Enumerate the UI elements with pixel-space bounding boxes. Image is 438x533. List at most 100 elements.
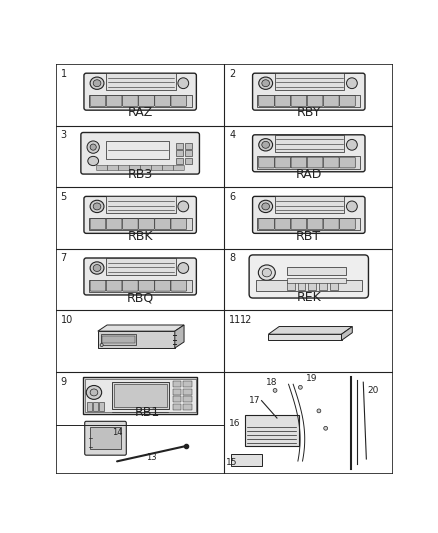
Ellipse shape xyxy=(262,141,269,148)
Bar xyxy=(287,278,346,282)
Text: 19: 19 xyxy=(307,374,318,383)
FancyBboxPatch shape xyxy=(249,255,368,298)
Text: 6: 6 xyxy=(229,192,235,202)
Bar xyxy=(298,282,305,289)
Bar xyxy=(173,396,181,402)
Text: REK: REK xyxy=(297,291,321,304)
Bar xyxy=(87,402,92,411)
FancyBboxPatch shape xyxy=(259,219,274,230)
Text: 11: 11 xyxy=(229,315,241,325)
FancyBboxPatch shape xyxy=(173,165,184,171)
Text: 2: 2 xyxy=(229,69,235,78)
FancyBboxPatch shape xyxy=(84,258,196,295)
FancyBboxPatch shape xyxy=(253,135,365,172)
Ellipse shape xyxy=(90,200,104,213)
Text: 5: 5 xyxy=(60,192,67,202)
Text: 10: 10 xyxy=(60,315,73,325)
Ellipse shape xyxy=(262,203,269,210)
FancyBboxPatch shape xyxy=(84,196,196,233)
Text: 14: 14 xyxy=(112,427,122,437)
FancyBboxPatch shape xyxy=(259,157,274,168)
Bar xyxy=(106,141,170,159)
Bar xyxy=(113,382,169,409)
Bar xyxy=(275,196,344,213)
FancyBboxPatch shape xyxy=(307,95,323,106)
Text: RAD: RAD xyxy=(296,168,322,181)
Text: RBQ: RBQ xyxy=(127,291,154,304)
Bar xyxy=(275,135,344,152)
Bar xyxy=(275,73,344,90)
Text: RBT: RBT xyxy=(296,230,321,243)
Text: RBK: RBK xyxy=(127,230,153,243)
Ellipse shape xyxy=(178,263,189,273)
Text: 8: 8 xyxy=(229,253,235,263)
FancyBboxPatch shape xyxy=(84,73,196,110)
Polygon shape xyxy=(268,334,342,341)
FancyBboxPatch shape xyxy=(155,280,170,291)
Ellipse shape xyxy=(259,139,272,151)
Ellipse shape xyxy=(346,78,357,88)
Ellipse shape xyxy=(178,201,189,212)
Ellipse shape xyxy=(346,201,357,212)
Ellipse shape xyxy=(298,385,302,389)
Bar xyxy=(176,142,183,149)
Ellipse shape xyxy=(90,389,98,396)
FancyBboxPatch shape xyxy=(123,95,138,106)
Polygon shape xyxy=(342,327,352,341)
Bar xyxy=(88,218,192,230)
Polygon shape xyxy=(175,325,184,348)
Bar xyxy=(185,158,192,164)
Bar xyxy=(85,378,196,413)
Bar xyxy=(257,156,360,168)
FancyBboxPatch shape xyxy=(259,95,274,106)
Text: 16: 16 xyxy=(229,418,240,427)
FancyBboxPatch shape xyxy=(291,219,307,230)
Text: 3: 3 xyxy=(60,130,67,140)
Ellipse shape xyxy=(88,156,99,166)
Ellipse shape xyxy=(90,77,104,90)
Bar xyxy=(93,402,98,411)
Bar xyxy=(183,404,192,410)
Bar xyxy=(287,267,346,275)
Ellipse shape xyxy=(262,80,269,87)
Bar xyxy=(308,282,316,289)
FancyBboxPatch shape xyxy=(275,219,290,230)
Bar xyxy=(173,389,181,395)
FancyBboxPatch shape xyxy=(339,95,355,106)
Ellipse shape xyxy=(324,426,328,430)
Text: 9: 9 xyxy=(60,377,67,386)
Bar xyxy=(99,402,104,411)
FancyBboxPatch shape xyxy=(138,219,154,230)
FancyBboxPatch shape xyxy=(108,165,118,171)
FancyBboxPatch shape xyxy=(90,280,106,291)
Bar xyxy=(176,158,183,164)
Ellipse shape xyxy=(87,141,99,154)
FancyBboxPatch shape xyxy=(162,165,173,171)
FancyBboxPatch shape xyxy=(155,95,170,106)
FancyBboxPatch shape xyxy=(90,95,106,106)
Text: RB3: RB3 xyxy=(127,168,153,181)
FancyBboxPatch shape xyxy=(123,280,138,291)
Bar xyxy=(319,282,327,289)
Bar xyxy=(173,381,181,387)
Bar xyxy=(90,427,121,449)
FancyBboxPatch shape xyxy=(119,165,129,171)
Bar xyxy=(106,196,176,213)
Text: 15: 15 xyxy=(226,458,237,466)
FancyBboxPatch shape xyxy=(323,95,339,106)
FancyBboxPatch shape xyxy=(81,133,199,174)
Ellipse shape xyxy=(273,389,277,392)
Ellipse shape xyxy=(93,203,101,210)
FancyBboxPatch shape xyxy=(90,219,106,230)
Text: 13: 13 xyxy=(146,453,157,462)
Bar xyxy=(183,389,192,395)
FancyBboxPatch shape xyxy=(141,165,151,171)
Text: RB1: RB1 xyxy=(135,406,160,419)
Text: 7: 7 xyxy=(60,253,67,263)
Bar xyxy=(183,396,192,402)
Bar xyxy=(287,282,294,289)
FancyBboxPatch shape xyxy=(106,280,122,291)
Bar xyxy=(101,334,136,345)
Bar xyxy=(106,73,176,90)
Ellipse shape xyxy=(259,77,272,90)
